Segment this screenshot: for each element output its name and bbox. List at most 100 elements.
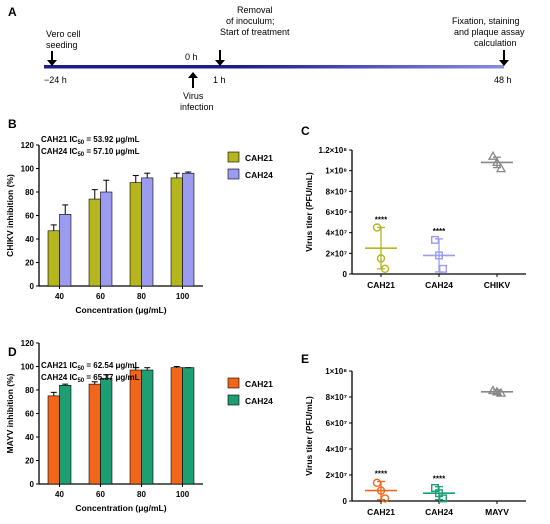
- event-time-fixation: 48 h: [494, 75, 512, 85]
- chart-c: 0 2×10⁷ 4×10⁷ 6×10⁷ 8×10⁷ 1×10⁸ 1.2×10⁸ CAH21 **…: [304, 146, 526, 290]
- y-tick-label: 0: [343, 270, 348, 279]
- x-tick-label: CAH21: [367, 280, 395, 290]
- legend-swatch: [227, 151, 240, 163]
- significance-label: ****: [375, 470, 388, 479]
- data-point: [491, 157, 503, 167]
- panel-label-b: B: [8, 117, 17, 131]
- panel-label-e: E: [301, 352, 309, 366]
- bar: [182, 172, 195, 287]
- x-tick-label: 80: [137, 292, 146, 301]
- bar: [129, 182, 142, 287]
- timeline-bar: [44, 65, 504, 69]
- y-tick-label: 40: [25, 433, 34, 442]
- data-point: [372, 478, 382, 487]
- y-tick-label: 100: [21, 165, 35, 174]
- y-tick-label: 6×10⁷: [326, 208, 347, 217]
- y-tick-label: 100: [21, 363, 35, 372]
- y-tick-label: 8×10⁷: [326, 393, 347, 402]
- event-label-seeding-2: seeding: [46, 40, 78, 50]
- bar: [88, 383, 101, 485]
- ic50-annotation: CAH24 IC50 = 57.10 μg/mL: [41, 147, 140, 158]
- legend-swatch: [227, 168, 240, 180]
- chart-e: 0 2×10⁷ 4×10⁷ 6×10⁷ 8×10⁷ 1×10⁸ CAH21 **** CAH24…: [304, 367, 526, 517]
- bar: [47, 230, 60, 287]
- bar: [141, 369, 154, 485]
- legend-label: CAH24: [245, 170, 273, 180]
- y-tick-label: 120: [21, 339, 35, 348]
- data-point: [372, 223, 382, 232]
- bar: [47, 395, 60, 485]
- x-axis-label: Concentration (μg/mL): [75, 305, 166, 315]
- y-axis-label: Virus titer (PFU/mL): [304, 172, 314, 252]
- y-tick-label: 0: [343, 497, 348, 506]
- data-point: [376, 486, 386, 495]
- panel-label-d: D: [8, 345, 17, 359]
- legend-label: CAH21: [245, 379, 273, 389]
- data-point: [380, 494, 390, 503]
- arrow-down-icon: [499, 50, 509, 66]
- y-tick-label: 80: [25, 386, 34, 395]
- x-tick-label: 100: [176, 490, 190, 499]
- event-time-removal: 1 h: [213, 75, 226, 85]
- chart-d: 0 20 40 60 80 100 120 40 60 80 100 Concentration (μ…: [5, 339, 273, 513]
- event-label-removal-2: of inoculum;: [226, 16, 275, 26]
- event-label-seeding-1: Vero cell: [46, 29, 81, 39]
- event-label-fixation-2: and plaque assay: [454, 27, 525, 37]
- y-axis-label: MAYV inhibition (%): [5, 373, 15, 453]
- y-tick-label: 8×10⁷: [326, 187, 347, 196]
- x-tick-label: 60: [96, 292, 105, 301]
- y-tick-label: 20: [25, 457, 34, 466]
- data-point: [376, 254, 386, 263]
- panel-label-a: A: [8, 5, 17, 19]
- event-label-fixation-3: calculation: [474, 38, 517, 48]
- ic50-annotation: CAH24 IC50 = 65.37 μg/mL: [41, 373, 140, 384]
- bar: [129, 369, 142, 485]
- event-label-removal-3: Start of treatment: [220, 27, 290, 37]
- x-tick-label: 80: [137, 490, 146, 499]
- event-label-zero-hour: 0 h: [185, 52, 198, 62]
- arrow-down-icon: [47, 51, 57, 66]
- y-tick-label: 4×10⁷: [326, 229, 347, 238]
- legend-label: CAH24: [245, 396, 273, 406]
- data-point: [439, 264, 448, 273]
- y-tick-label: 20: [25, 259, 34, 268]
- bar: [141, 177, 154, 287]
- event-time-seeding: −24 h: [44, 75, 67, 85]
- legend-swatch: [227, 377, 240, 389]
- y-tick-label: 0: [30, 282, 35, 291]
- x-tick-label: CAH21: [367, 507, 395, 517]
- x-tick-label: CAH24: [425, 507, 453, 517]
- y-tick-label: 2×10⁷: [326, 249, 347, 258]
- data-point: [495, 387, 507, 397]
- significance-label: ****: [433, 475, 446, 484]
- ic50-annotation: CAH21 IC50 = 62.54 μg/mL: [41, 361, 140, 372]
- x-tick-label: CAH24: [425, 280, 453, 290]
- infection-label-2: infection: [180, 102, 214, 112]
- event-label-fixation-1: Fixation, staining: [452, 16, 520, 26]
- x-tick-label: 40: [55, 490, 64, 499]
- y-tick-label: 40: [25, 235, 34, 244]
- x-tick-label: 40: [55, 292, 64, 301]
- y-tick-label: 1.2×10⁸: [319, 146, 348, 155]
- panel-label-c: C: [301, 124, 310, 138]
- chart-b: 0 20 40 60 80 100 120 40 60 80 100 Concentration (μ…: [5, 135, 273, 315]
- data-point: [435, 251, 444, 260]
- y-tick-label: 1×10⁸: [325, 367, 347, 376]
- bar: [170, 177, 183, 287]
- legend-label: CAH21: [245, 153, 273, 163]
- x-tick-label: 100: [176, 292, 190, 301]
- y-tick-label: 0: [30, 480, 35, 489]
- y-tick-label: 80: [25, 188, 34, 197]
- data-point: [431, 235, 440, 244]
- y-tick-label: 6×10⁷: [326, 419, 347, 428]
- infection-label-1: Virus: [183, 91, 204, 101]
- y-axis-label: Virus titer (PFU/mL): [304, 396, 314, 476]
- y-tick-label: 120: [21, 141, 35, 150]
- significance-label: ****: [375, 216, 388, 225]
- y-tick-label: 2×10⁷: [326, 471, 347, 480]
- panel-a-timeline: A Vero cell seeding −24 h 0 h Virus infe…: [8, 5, 525, 112]
- x-axis-label: Concentration (μg/mL): [75, 503, 166, 513]
- data-point: [487, 150, 499, 160]
- significance-label: ****: [433, 227, 446, 236]
